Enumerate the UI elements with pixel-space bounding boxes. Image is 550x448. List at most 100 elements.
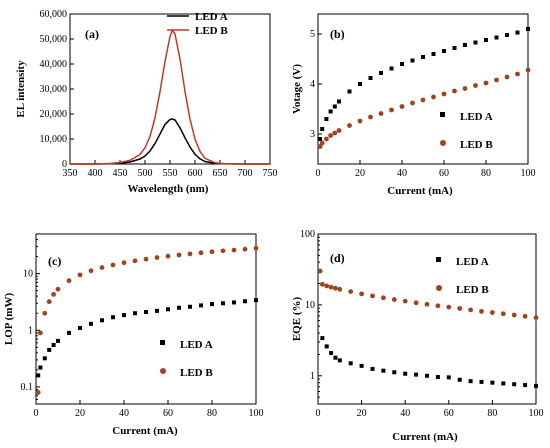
- x-tick-label: 500: [138, 168, 153, 179]
- data-point: [328, 109, 333, 114]
- x-tick-label: 80: [481, 168, 491, 179]
- data-point: [143, 256, 149, 262]
- data-point: [317, 268, 323, 274]
- data-point: [38, 365, 43, 370]
- y-tick-label: 60,000: [40, 9, 68, 20]
- x-tick-label: 20: [357, 408, 367, 419]
- x-axis-label: Current (mA): [112, 425, 178, 437]
- data-point: [199, 303, 203, 308]
- y-axis-label: EL intensity: [15, 60, 27, 118]
- data-point: [490, 380, 495, 385]
- y-tick-label: 4: [310, 79, 315, 90]
- data-point: [446, 304, 452, 310]
- data-point: [317, 144, 323, 149]
- data-point: [441, 91, 447, 97]
- legend-label: LED A: [460, 111, 493, 123]
- x-tick-label: 20: [355, 168, 365, 179]
- data-point: [328, 284, 334, 290]
- data-point: [457, 306, 463, 311]
- data-point: [333, 355, 338, 360]
- data-point: [403, 371, 408, 376]
- data-point: [328, 133, 333, 138]
- data-point: [452, 88, 457, 94]
- panel-label: (b): [330, 27, 345, 41]
- data-point: [347, 123, 352, 128]
- series-led-b: [35, 245, 259, 395]
- data-point: [220, 248, 226, 254]
- chart-panel-b: 0 20 40 60 80 100 3 4 5 Current (mA) Votage (V) (b)…: [291, 13, 536, 197]
- panel-label: (a): [85, 27, 99, 41]
- data-point: [379, 71, 383, 75]
- y-tick-label: 10: [23, 269, 33, 280]
- x-tick-label: 100: [529, 408, 544, 419]
- data-point: [319, 140, 325, 146]
- data-point: [221, 301, 225, 306]
- data-point: [320, 336, 325, 341]
- data-point: [56, 338, 60, 343]
- legend-label: LED B: [180, 367, 213, 379]
- legend-label: LED A: [195, 11, 228, 23]
- data-point: [154, 255, 160, 260]
- legend-label: LED B: [456, 284, 489, 296]
- legend-swatch: [160, 340, 165, 345]
- data-point: [51, 291, 56, 297]
- data-point: [381, 368, 386, 373]
- data-point: [500, 311, 506, 317]
- data-point: [209, 249, 215, 255]
- chart-panel-a: 350 400 450 500 550 600 650 700 750 0 10,000 20,000…: [15, 9, 278, 195]
- x-tick-label: 20: [75, 408, 85, 419]
- data-point: [324, 136, 329, 142]
- data-point: [165, 253, 171, 259]
- data-point: [100, 318, 104, 323]
- data-point: [511, 312, 517, 318]
- y-tick-label: 30,000: [40, 84, 68, 95]
- legend: LED A LED B: [160, 339, 213, 379]
- y-axis-label: Votage (V): [291, 64, 303, 114]
- data-point: [337, 99, 341, 104]
- data-point: [121, 260, 127, 266]
- data-point: [51, 342, 56, 347]
- data-point: [504, 74, 510, 80]
- x-axis-label: Wavelength (nm): [128, 183, 209, 195]
- data-point: [42, 356, 47, 361]
- data-point: [515, 71, 520, 77]
- data-point: [378, 111, 384, 116]
- data-point: [358, 82, 362, 86]
- data-point: [370, 366, 375, 371]
- x-tick-label: 40: [397, 168, 407, 179]
- data-point: [357, 118, 363, 124]
- x-tick-label: 40: [400, 408, 410, 419]
- data-point: [413, 300, 419, 306]
- x-tick-label: 80: [487, 408, 497, 419]
- x-tick-label: 700: [238, 168, 253, 179]
- data-point: [468, 307, 473, 313]
- data-point: [473, 83, 478, 88]
- y-tick-label: 20,000: [40, 109, 68, 120]
- data-point: [347, 89, 352, 94]
- data-point: [132, 258, 138, 264]
- data-point: [526, 27, 530, 31]
- legend-label: LED A: [180, 339, 213, 351]
- panel-label: (d): [330, 251, 345, 265]
- data-point: [133, 311, 137, 316]
- data-point: [483, 80, 489, 86]
- series-led-a: [36, 298, 258, 378]
- data-point: [479, 379, 484, 384]
- data-point: [348, 289, 354, 295]
- data-point: [424, 301, 430, 307]
- data-point: [442, 49, 446, 53]
- data-point: [479, 308, 484, 314]
- y-tick-label: 1: [28, 325, 33, 336]
- series-line: [70, 118, 270, 165]
- data-point: [410, 100, 415, 106]
- data-point: [381, 295, 386, 301]
- data-point: [435, 375, 440, 380]
- data-point: [392, 370, 397, 375]
- data-point: [522, 313, 528, 319]
- data-point: [389, 66, 394, 71]
- data-point: [36, 373, 41, 378]
- data-point: [42, 310, 48, 316]
- legend-label: LED B: [460, 139, 493, 151]
- legend-swatch: [440, 112, 445, 117]
- data-point: [187, 251, 193, 257]
